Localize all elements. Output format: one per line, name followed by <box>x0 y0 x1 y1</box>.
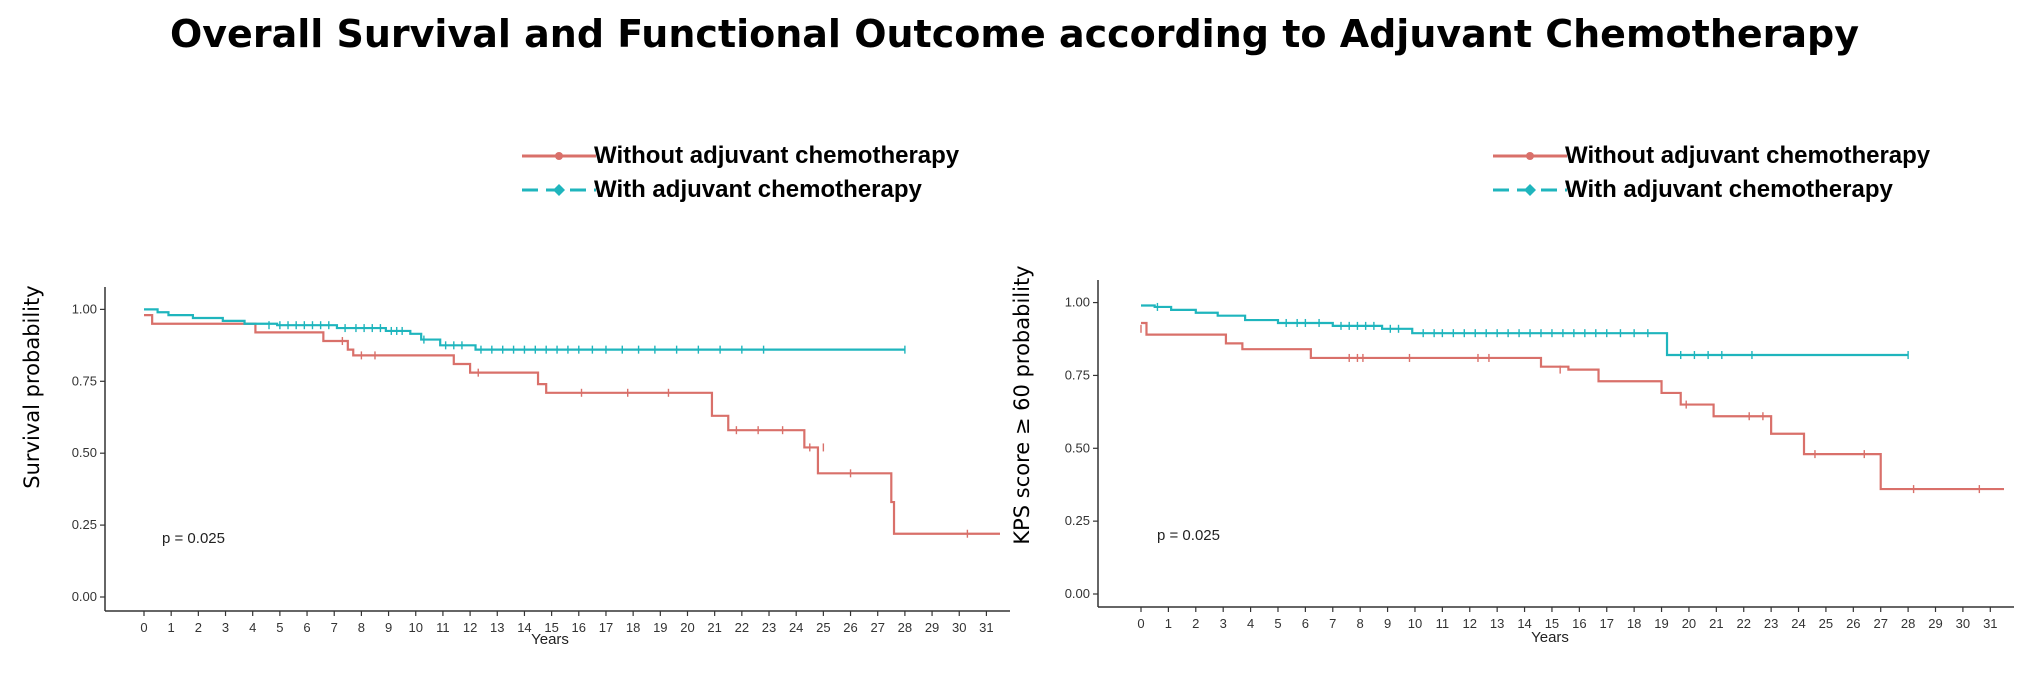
right-x-tick-label: 9 <box>1384 616 1391 631</box>
right-curve-with <box>1141 304 1909 357</box>
right-y-tick-label: 0.25 <box>1065 513 1090 528</box>
left-x-tick-label: 7 <box>331 620 338 635</box>
left-x-tick-label: 29 <box>925 620 939 635</box>
legend-label-with-right: With adjuvant chemotherapy <box>1565 176 1893 203</box>
left-x-tick-label: 22 <box>735 620 749 635</box>
right-x-tick-label: 12 <box>1463 616 1477 631</box>
right-x-tick-label: 0 <box>1137 616 1144 631</box>
right-p-value: p = 0.025 <box>1157 527 1220 544</box>
left-x-tick-label: 11 <box>436 620 450 635</box>
left-y-tick-label: 0.25 <box>72 517 97 532</box>
right-x-tick-label: 13 <box>1490 616 1504 631</box>
right-y-tick-label: 0.75 <box>1065 367 1090 382</box>
right-x-tick-label: 29 <box>1928 616 1942 631</box>
left-x-tick-label: 13 <box>490 620 504 635</box>
right-x-tick-label: 1 <box>1165 616 1172 631</box>
right-x-tick-label: 25 <box>1819 616 1833 631</box>
right-x-tick-label: 2 <box>1192 616 1199 631</box>
left-x-tick-label: 12 <box>463 620 477 635</box>
legend-label-without: Without adjuvant chemotherapy <box>594 142 960 169</box>
left-x-tick-label: 21 <box>707 620 721 635</box>
left-p-value: p = 0.025 <box>162 530 225 547</box>
right-x-tick-label: 20 <box>1682 616 1696 631</box>
right-x-tick-label: 16 <box>1572 616 1586 631</box>
left-x-tick-label: 2 <box>195 620 202 635</box>
left-x-tick-label: 10 <box>409 620 423 635</box>
right-x-tick-label: 23 <box>1764 616 1778 631</box>
left-x-tick-label: 27 <box>870 620 884 635</box>
right-x-tick-label: 14 <box>1517 616 1531 631</box>
left-x-tick-label: 20 <box>680 620 694 635</box>
legend-swatch-with-right <box>1493 184 1567 196</box>
left-x-tick-label: 4 <box>249 620 256 635</box>
right-x-tick-label: 3 <box>1220 616 1227 631</box>
right-x-tick-label: 22 <box>1736 616 1750 631</box>
left-x-tick-label: 6 <box>303 620 310 635</box>
right-x-tick-label: 15 <box>1545 616 1559 631</box>
legend-swatch-without-right <box>1493 152 1567 160</box>
left-curve-without <box>144 314 1000 535</box>
left-x-tick-label: 30 <box>952 620 966 635</box>
left-x-tick-label: 23 <box>762 620 776 635</box>
kps-chart: 0.000.250.500.751.000 1 2 3 4 5 6 7 8 9 10 11 12 13 14… <box>1065 280 2014 631</box>
right-x-tick-label: 8 <box>1357 616 1364 631</box>
right-x-tick-label: 24 <box>1791 616 1805 631</box>
right-x-tick-label: 19 <box>1654 616 1668 631</box>
left-x-tick-label: 9 <box>385 620 392 635</box>
legend-right: Without adjuvant chemotherapy With adjuv… <box>1491 142 1951 214</box>
right-x-tick-label: 4 <box>1247 616 1254 631</box>
left-x-tick-label: 16 <box>572 620 586 635</box>
left-y-tick-label: 1.00 <box>72 301 97 316</box>
right-curve-without <box>1141 321 2004 491</box>
left-x-tick-label: 15 <box>544 620 558 635</box>
right-x-tick-label: 17 <box>1600 616 1614 631</box>
right-x-tick-label: 27 <box>1873 616 1887 631</box>
right-x-tick-label: 26 <box>1846 616 1860 631</box>
right-x-tick-label: 7 <box>1329 616 1336 631</box>
right-x-tick-label: 5 <box>1274 616 1281 631</box>
right-y-tick-label: 1.00 <box>1065 295 1090 310</box>
right-x-tick-label: 6 <box>1302 616 1309 631</box>
right-x-tick-label: 28 <box>1901 616 1915 631</box>
right-x-tick-label: 10 <box>1408 616 1422 631</box>
right-x-tick-label: 11 <box>1436 616 1450 631</box>
right-y-tick-label: 0.50 <box>1065 440 1090 455</box>
left-x-tick-label: 19 <box>653 620 667 635</box>
legend-swatch-with <box>522 184 596 196</box>
left-x-tick-label: 3 <box>222 620 229 635</box>
x-axis-label-right: Years <box>1531 629 1569 646</box>
left-x-tick-label: 14 <box>517 620 531 635</box>
left-x-tick-label: 5 <box>276 620 283 635</box>
left-curve-with <box>144 308 905 351</box>
left-x-tick-label: 17 <box>599 620 613 635</box>
right-y-tick-label: 0.00 <box>1065 586 1090 601</box>
left-y-tick-label: 0.50 <box>72 445 97 460</box>
left-x-tick-label: 31 <box>979 620 993 635</box>
right-x-tick-label: 18 <box>1627 616 1641 631</box>
left-x-tick-label: 8 <box>358 620 365 635</box>
right-x-tick-label: 30 <box>1956 616 1970 631</box>
main-title: Overall Survival and Functional Outcome … <box>169 12 1859 56</box>
right-x-tick-label: 31 <box>1983 616 1997 631</box>
left-x-tick-label: 28 <box>898 620 912 635</box>
left-x-tick-label: 25 <box>816 620 830 635</box>
left-x-tick-label: 0 <box>140 620 147 635</box>
left-x-tick-label: 18 <box>626 620 640 635</box>
legend-swatch-without <box>522 152 596 160</box>
right-x-tick-label: 21 <box>1709 616 1723 631</box>
survival-chart: 0.000.250.500.751.000 1 2 3 4 5 6 7 8 9 10 11 12 13 14… <box>72 287 1010 635</box>
left-x-tick-label: 24 <box>789 620 803 635</box>
left-y-tick-label: 0.75 <box>72 373 97 388</box>
x-axis-label-left: Years <box>531 631 569 648</box>
left-y-tick-label: 0.00 <box>72 589 97 604</box>
legend-left: Without adjuvant chemotherapy With adjuv… <box>520 142 970 214</box>
legend-label-without-right: Without adjuvant chemotherapy <box>1565 142 1931 169</box>
left-x-tick-label: 1 <box>168 620 175 635</box>
left-x-tick-label: 26 <box>843 620 857 635</box>
legend-label-with: With adjuvant chemotherapy <box>594 176 922 203</box>
